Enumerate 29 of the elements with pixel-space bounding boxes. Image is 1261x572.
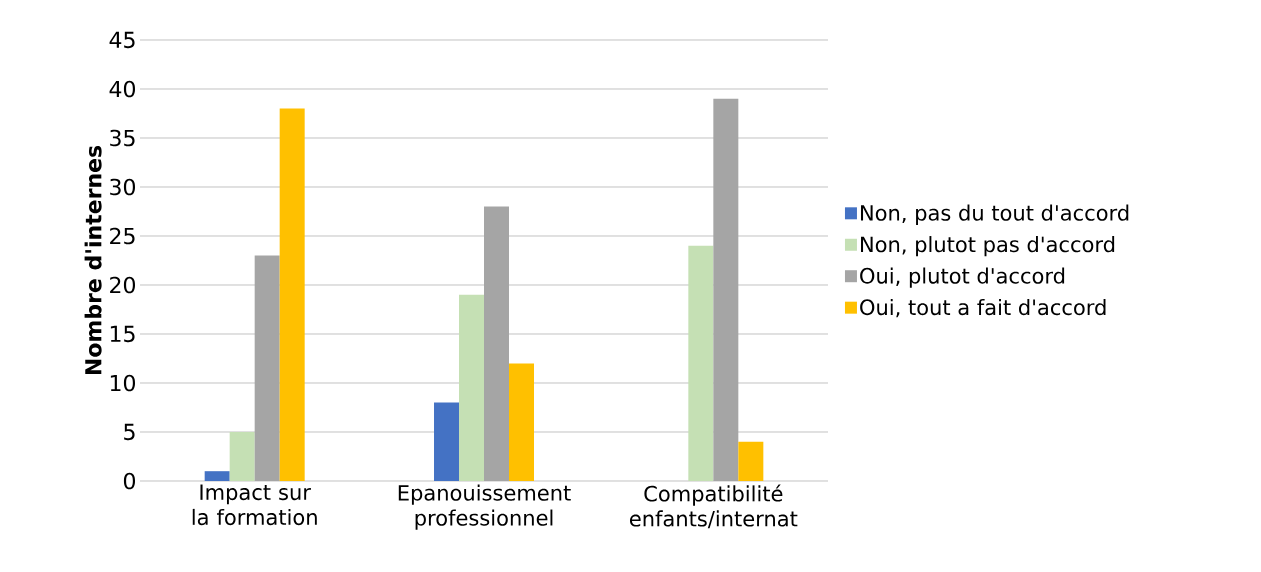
bar <box>279 108 305 481</box>
y-tick-label: 20 <box>110 276 136 294</box>
y-tick-label: 0 <box>123 472 136 490</box>
bar <box>738 441 764 481</box>
bar <box>509 363 534 481</box>
legend-label: Oui, plutot d'accord <box>860 267 1065 288</box>
bar <box>229 431 255 481</box>
y-tick-label: 25 <box>110 227 135 245</box>
y-tick-label: 40 <box>109 80 136 98</box>
bar <box>254 255 280 481</box>
x-tick-label: Impact sur la formation <box>192 484 317 526</box>
y-tick-label: 35 <box>110 129 135 147</box>
y-tick-label: 10 <box>110 374 136 392</box>
y-tick-label: 45 <box>109 31 135 49</box>
bar <box>484 206 510 481</box>
bar <box>204 471 230 481</box>
y-tick-label: 30 <box>110 178 136 196</box>
bar <box>459 294 485 481</box>
x-tick-label: Compatibilité enfants/internat <box>629 484 798 529</box>
y-tick-label: 5 <box>124 423 135 441</box>
y-tick-label: 15 <box>110 325 135 343</box>
bar <box>688 245 714 481</box>
legend-label: Oui, tout a fait d'accord <box>860 298 1106 318</box>
x-tick-label: Epanouissement professionnel <box>398 484 571 530</box>
legend-label: Non, pas du tout d'accord <box>861 204 1129 225</box>
legend-label: Non, plutot pas d'accord <box>861 236 1115 257</box>
y-axis-title: Nombre d'internes <box>84 145 102 375</box>
bar <box>434 402 460 481</box>
bar <box>713 98 739 481</box>
